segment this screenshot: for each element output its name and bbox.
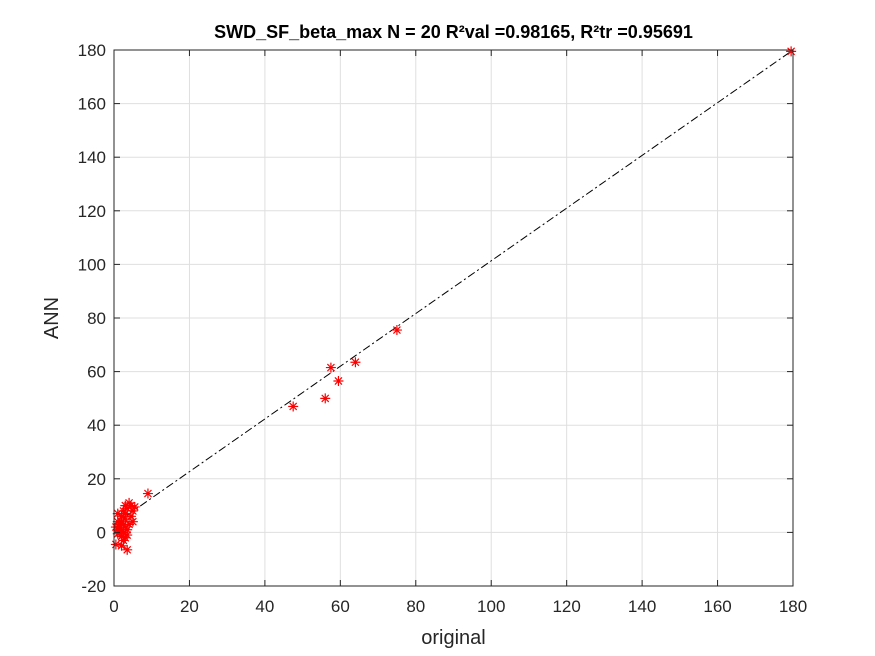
x-tick-label: 100 xyxy=(477,597,505,616)
y-tick-label: 100 xyxy=(78,255,106,274)
data-point xyxy=(391,325,402,336)
x-tick-label: 140 xyxy=(628,597,656,616)
y-axis-label: ANN xyxy=(41,297,63,339)
y-tick-label: 0 xyxy=(97,523,106,542)
data-point xyxy=(786,46,797,57)
y-tick-label: 40 xyxy=(87,416,106,435)
data-point xyxy=(118,505,129,516)
data-point xyxy=(120,500,131,511)
axis-ticks: 0 20 40 60 80 100 120 140 160 180-200204060801001… xyxy=(78,41,808,616)
data-point xyxy=(320,393,331,404)
x-tick-label: 120 xyxy=(552,597,580,616)
y-tick-label: -20 xyxy=(81,577,106,596)
data-point xyxy=(124,497,135,508)
data-point xyxy=(122,544,133,555)
data-point xyxy=(110,522,121,533)
data-point xyxy=(125,511,136,522)
fit-line-group xyxy=(113,49,794,525)
y-tick-label: 120 xyxy=(78,202,106,221)
y-tick-label: 60 xyxy=(87,363,106,382)
x-tick-label: 60 xyxy=(331,597,350,616)
x-tick-label: 180 xyxy=(779,597,807,616)
y-tick-label: 140 xyxy=(78,148,106,167)
data-point xyxy=(288,401,299,412)
data-point xyxy=(118,535,129,546)
y-tick-label: 180 xyxy=(78,41,106,60)
x-axis-label: original xyxy=(421,627,485,649)
x-tick-label: 160 xyxy=(703,597,731,616)
data-point xyxy=(112,516,123,527)
data-point xyxy=(350,357,361,368)
chart-title: SWD_SF_beta_max N = 20 R²val =0.98165, R… xyxy=(214,22,693,42)
data-point xyxy=(142,488,153,499)
y-tick-label: 80 xyxy=(87,309,106,328)
data-point xyxy=(120,514,131,524)
x-tick-label: 80 xyxy=(406,597,425,616)
data-point xyxy=(116,511,127,522)
data-points xyxy=(110,46,797,555)
y-tick-label: 160 xyxy=(78,95,106,114)
data-point xyxy=(127,516,138,527)
x-tick-label: 40 xyxy=(255,597,274,616)
data-point xyxy=(124,519,135,530)
x-tick-label: 0 xyxy=(109,597,118,616)
data-point xyxy=(110,539,121,550)
x-tick-label: 20 xyxy=(180,597,199,616)
fit-line xyxy=(113,49,794,525)
data-point xyxy=(333,375,344,386)
data-point xyxy=(112,528,123,539)
data-point xyxy=(129,501,140,512)
grid-lines xyxy=(113,49,794,587)
data-point xyxy=(325,362,336,373)
data-point xyxy=(116,531,127,542)
data-point xyxy=(127,505,138,516)
y-tick-label: 20 xyxy=(87,470,106,489)
data-point xyxy=(116,540,127,551)
data-point xyxy=(112,508,123,519)
